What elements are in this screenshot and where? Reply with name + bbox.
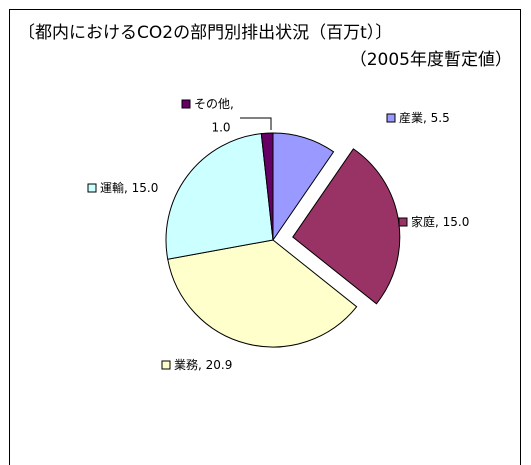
label-category: 産業 (399, 110, 423, 125)
data-label: 業務, 20.9 (174, 358, 232, 372)
data-label-value: 1.0 (211, 121, 230, 135)
label-separator: , (230, 97, 234, 111)
chart-subtitle: （2005年度暫定値） (350, 50, 512, 70)
label-value: 15.0 (132, 181, 159, 195)
label-swatch (181, 99, 191, 109)
chart-frame (9, 9, 521, 465)
pie-slice (260, 132, 274, 241)
label-category: 家庭 (411, 214, 435, 229)
leader-line (240, 117, 272, 130)
pie-slice (165, 133, 274, 260)
data-label: 家庭, 15.0 (411, 214, 469, 229)
label-separator: , (423, 111, 431, 125)
label-value: 5.5 (431, 111, 450, 125)
data-label: その他, (194, 97, 234, 111)
label-swatch (398, 217, 408, 227)
label-swatch (161, 360, 171, 370)
label-separator: , (435, 215, 443, 229)
label-category: 運輸 (100, 180, 124, 195)
chart-title: 〔都内におけるCO2の部門別排出状況（百万t）〕 (18, 23, 392, 43)
label-category: 業務 (174, 358, 198, 372)
data-label: 運輸, 15.0 (100, 180, 158, 195)
pie-slice (167, 239, 358, 348)
label-value: 15.0 (443, 215, 470, 229)
label-category: その他 (194, 97, 230, 111)
label-separator: , (124, 181, 132, 195)
label-swatch (87, 183, 97, 193)
label-swatch (386, 113, 396, 123)
label-separator: , (198, 358, 206, 372)
label-value: 20.9 (206, 358, 233, 372)
data-label: 産業, 5.5 (399, 110, 450, 125)
